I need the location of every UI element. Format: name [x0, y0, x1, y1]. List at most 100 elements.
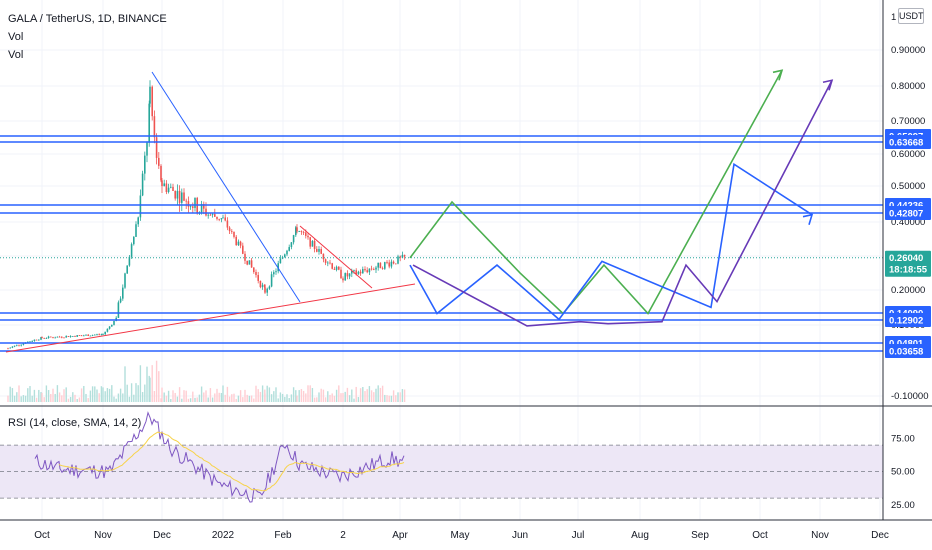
volume-bar — [85, 393, 87, 402]
volume-bar — [228, 396, 231, 402]
volume-bar — [298, 390, 300, 402]
volume-bar — [45, 385, 48, 402]
candle-body — [392, 261, 395, 264]
volume-bar — [163, 392, 165, 402]
volume-indicator-label-2[interactable]: Vol — [8, 49, 24, 61]
volume-indicator-label[interactable]: Vol — [8, 31, 24, 43]
rsi-indicator-label[interactable]: RSI (14, close, SMA, 14, 2) — [8, 417, 142, 429]
candle-body — [22, 343, 25, 345]
candle-body — [390, 261, 393, 267]
time-tick-label: Sep — [691, 530, 709, 541]
candle-body — [305, 232, 307, 236]
current-price-label: 0.26040 — [889, 253, 923, 264]
volume-bar — [155, 360, 158, 402]
candle-body — [203, 204, 205, 209]
volume-bar — [331, 393, 333, 402]
candle-body — [348, 273, 351, 277]
volume-bar — [200, 386, 203, 402]
candle-body — [311, 240, 314, 247]
volume-bar — [61, 395, 63, 402]
candle-body — [273, 272, 275, 275]
candle-body — [353, 270, 355, 272]
volume-bar — [41, 392, 43, 402]
volume-bar — [357, 397, 360, 402]
candle-body — [351, 270, 353, 274]
time-tick-label: Dec — [153, 530, 171, 541]
candle-body — [335, 266, 338, 270]
volume-bar — [126, 384, 128, 402]
price-badge-label: 0.42807 — [889, 209, 923, 220]
projection-arrowhead — [772, 69, 784, 81]
volume-bar — [16, 392, 18, 402]
candle-body — [357, 271, 360, 275]
volume-bar — [384, 394, 386, 402]
time-tick-label: Aug — [631, 530, 649, 541]
candle-body — [222, 217, 224, 219]
candle-body — [399, 256, 401, 258]
volume-bar — [305, 393, 307, 402]
volume-bar — [38, 389, 40, 402]
volume-bar — [11, 388, 14, 402]
candle-body — [264, 287, 266, 293]
volume-bar — [257, 389, 259, 402]
price-tick-label: 1 — [891, 12, 896, 23]
volume-bar — [160, 398, 162, 402]
volume-bar — [216, 388, 218, 402]
volume-bar — [176, 396, 179, 402]
volume-bar — [18, 385, 20, 402]
volume-bar — [72, 392, 74, 402]
candle-body — [158, 157, 160, 166]
volume-bar — [165, 395, 168, 402]
volume-bar — [187, 398, 190, 402]
candle-body — [242, 245, 244, 254]
candle-body — [226, 220, 229, 228]
candle-body — [194, 197, 196, 209]
volume-bar — [370, 390, 373, 402]
candle-body — [41, 337, 43, 338]
volume-bar — [359, 388, 362, 402]
time-tick-label: Jun — [512, 530, 528, 541]
price-badge — [885, 135, 931, 149]
volume-bar — [58, 392, 61, 402]
candle-body — [368, 268, 371, 273]
price-badge-label: 0.03658 — [889, 347, 923, 358]
volume-bar — [96, 389, 98, 402]
time-tick-label: Nov — [811, 530, 829, 541]
time-tick-label: Apr — [392, 530, 408, 541]
volume-bar — [275, 387, 277, 402]
candle-body — [47, 336, 50, 339]
volume-bar — [235, 398, 237, 402]
volume-bar — [399, 392, 401, 402]
volume-bar — [344, 391, 346, 402]
candle-body — [322, 253, 325, 260]
downtrend-line — [151, 71, 301, 303]
volume-bar — [390, 395, 393, 402]
currency-selector[interactable]: USDT — [898, 8, 924, 24]
candle-body — [211, 214, 214, 215]
volume-bar — [214, 393, 216, 402]
candle-body — [192, 206, 194, 209]
volume-bar — [300, 389, 303, 402]
projection-path-blue — [409, 162, 813, 321]
volume-bar — [158, 371, 160, 402]
candle-body — [170, 186, 172, 188]
candle-body — [386, 262, 388, 263]
price-badge-label: 0.63668 — [889, 138, 923, 149]
candle-body — [172, 186, 174, 191]
volume-bar — [242, 397, 244, 402]
candle-body — [151, 86, 153, 117]
time-axis: Oct Nov Dec 2022 Feb 2 Apr May Jun Jul Aug Sep Oct No… — [34, 530, 889, 541]
candle-body — [250, 260, 253, 268]
volume-bar — [65, 387, 67, 402]
volume-bar — [69, 396, 72, 402]
volume-bar — [388, 395, 390, 402]
volume-bar — [207, 397, 209, 402]
volume-bar — [351, 389, 353, 402]
candle-body — [279, 258, 282, 264]
candle-body — [72, 336, 74, 337]
candle-body — [384, 262, 386, 269]
candle-body — [94, 334, 96, 336]
volume-bar — [295, 390, 297, 402]
volume-bar — [392, 390, 395, 402]
